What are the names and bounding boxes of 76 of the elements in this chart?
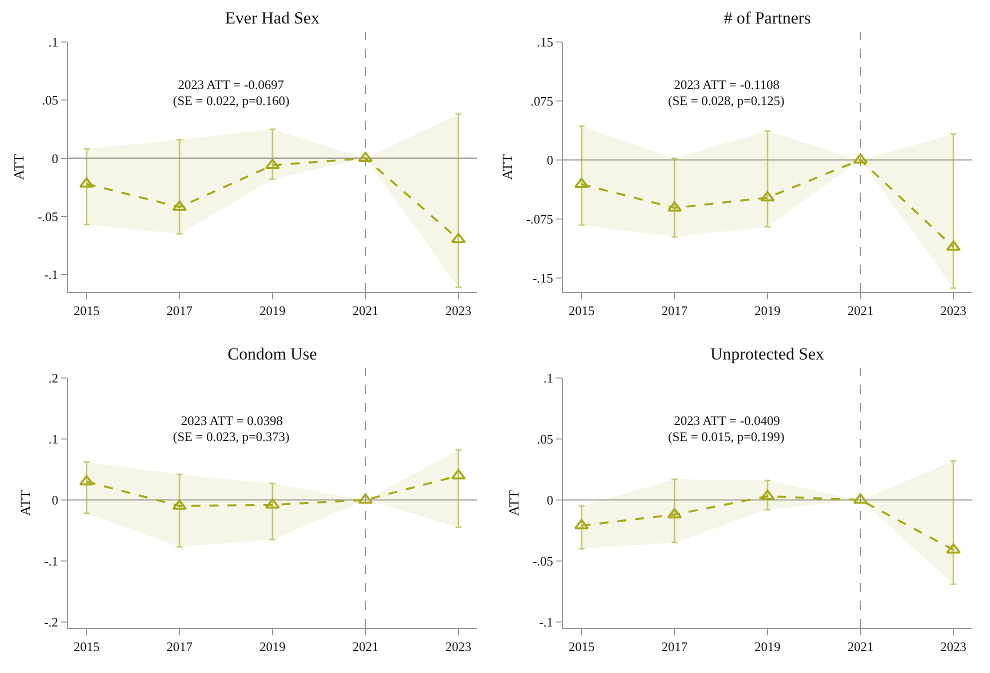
chart-title: Condom Use — [228, 344, 317, 364]
x-tick-label: 2023 — [940, 638, 966, 654]
y-tick-label: 0 — [52, 492, 58, 508]
y-tick-label: .05 — [42, 92, 58, 108]
y-axis-title: ATT — [500, 154, 516, 180]
point — [667, 201, 682, 212]
x-tick-label: 2021 — [847, 302, 874, 318]
y-axis-title: ATT — [18, 490, 34, 516]
annotation: (SE = 0.022, p=0.160) — [173, 93, 290, 108]
x-tick-label: 2023 — [940, 302, 966, 318]
x-tick-label: 2017 — [166, 638, 194, 654]
point — [451, 232, 466, 244]
y-tick-label: .2 — [48, 370, 58, 386]
y-tick-label: .05 — [536, 432, 554, 447]
y-tick-label: -.05 — [532, 553, 554, 568]
x-tick-label: 2019 — [260, 638, 286, 654]
y-axis-title: ATT — [12, 154, 28, 180]
chart-title: # of Partners — [724, 8, 811, 28]
y-tick-label: .075 — [530, 94, 554, 109]
chart-title: Ever Had Sex — [225, 8, 320, 28]
y-tick-label: 0 — [546, 152, 554, 168]
point — [172, 500, 187, 510]
point — [760, 490, 775, 500]
point — [667, 508, 682, 518]
point — [265, 498, 280, 509]
x-tick-label: 2017 — [662, 302, 688, 318]
y-tick-label: -.075 — [526, 211, 554, 226]
annotation: 2023 ATT = -0.0409 — [674, 413, 780, 428]
point — [265, 158, 280, 170]
point — [853, 153, 868, 164]
x-tick-label: 2023 — [445, 302, 472, 318]
y-tick-label: -.1 — [539, 614, 554, 630]
x-tick-label: 2019 — [260, 302, 286, 318]
x-tick-label: 2019 — [754, 638, 780, 654]
annotation: 2023 ATT = 0.0398 — [181, 413, 283, 428]
x-tick-label: 2015 — [74, 638, 100, 654]
point — [79, 475, 94, 486]
x-tick-label: 2023 — [445, 638, 472, 654]
x-tick-label: 2019 — [754, 302, 780, 318]
y-tick-label: -.15 — [532, 270, 554, 286]
y-axis-title: ATT — [507, 490, 522, 516]
y-tick-label: .1 — [48, 432, 58, 447]
point — [358, 152, 373, 162]
annotation: (SE = 0.023, p=0.373) — [173, 429, 290, 444]
x-tick-label: 2021 — [352, 302, 378, 318]
y-tick-label: -.05 — [38, 208, 58, 224]
x-tick-label: 2015 — [568, 638, 595, 654]
y-tick-label: .15 — [536, 34, 554, 50]
point — [574, 178, 589, 188]
point — [760, 191, 775, 202]
y-tick-label: 0 — [546, 492, 554, 508]
y-tick-label: -.1 — [44, 267, 58, 282]
point — [946, 240, 961, 251]
point — [79, 177, 94, 188]
x-tick-label: 2021 — [847, 638, 874, 654]
chart-title: Unprotected Sex — [710, 344, 825, 364]
annotation: (SE = 0.028, p=0.125) — [668, 93, 784, 108]
y-tick-label: -.1 — [44, 553, 58, 568]
y-tick-label: -.2 — [44, 614, 58, 630]
x-tick-label: 2015 — [74, 302, 100, 318]
point — [946, 543, 961, 554]
point — [853, 493, 868, 504]
x-tick-label: 2021 — [352, 638, 378, 654]
x-tick-label: 2015 — [568, 302, 595, 318]
point — [358, 493, 373, 504]
x-tick-label: 2017 — [662, 638, 688, 654]
point — [451, 469, 466, 480]
x-tick-label: 2017 — [166, 302, 194, 318]
annotation: 2023 ATT = -0.0697 — [178, 77, 285, 92]
point — [172, 200, 187, 211]
annotation: (SE = 0.015, p=0.199) — [668, 429, 784, 444]
y-tick-label: .1 — [48, 34, 58, 50]
y-tick-label: 0 — [52, 150, 58, 166]
y-tick-label: .1 — [543, 370, 554, 386]
point — [574, 519, 589, 530]
annotation: 2023 ATT = -0.1108 — [674, 77, 780, 92]
